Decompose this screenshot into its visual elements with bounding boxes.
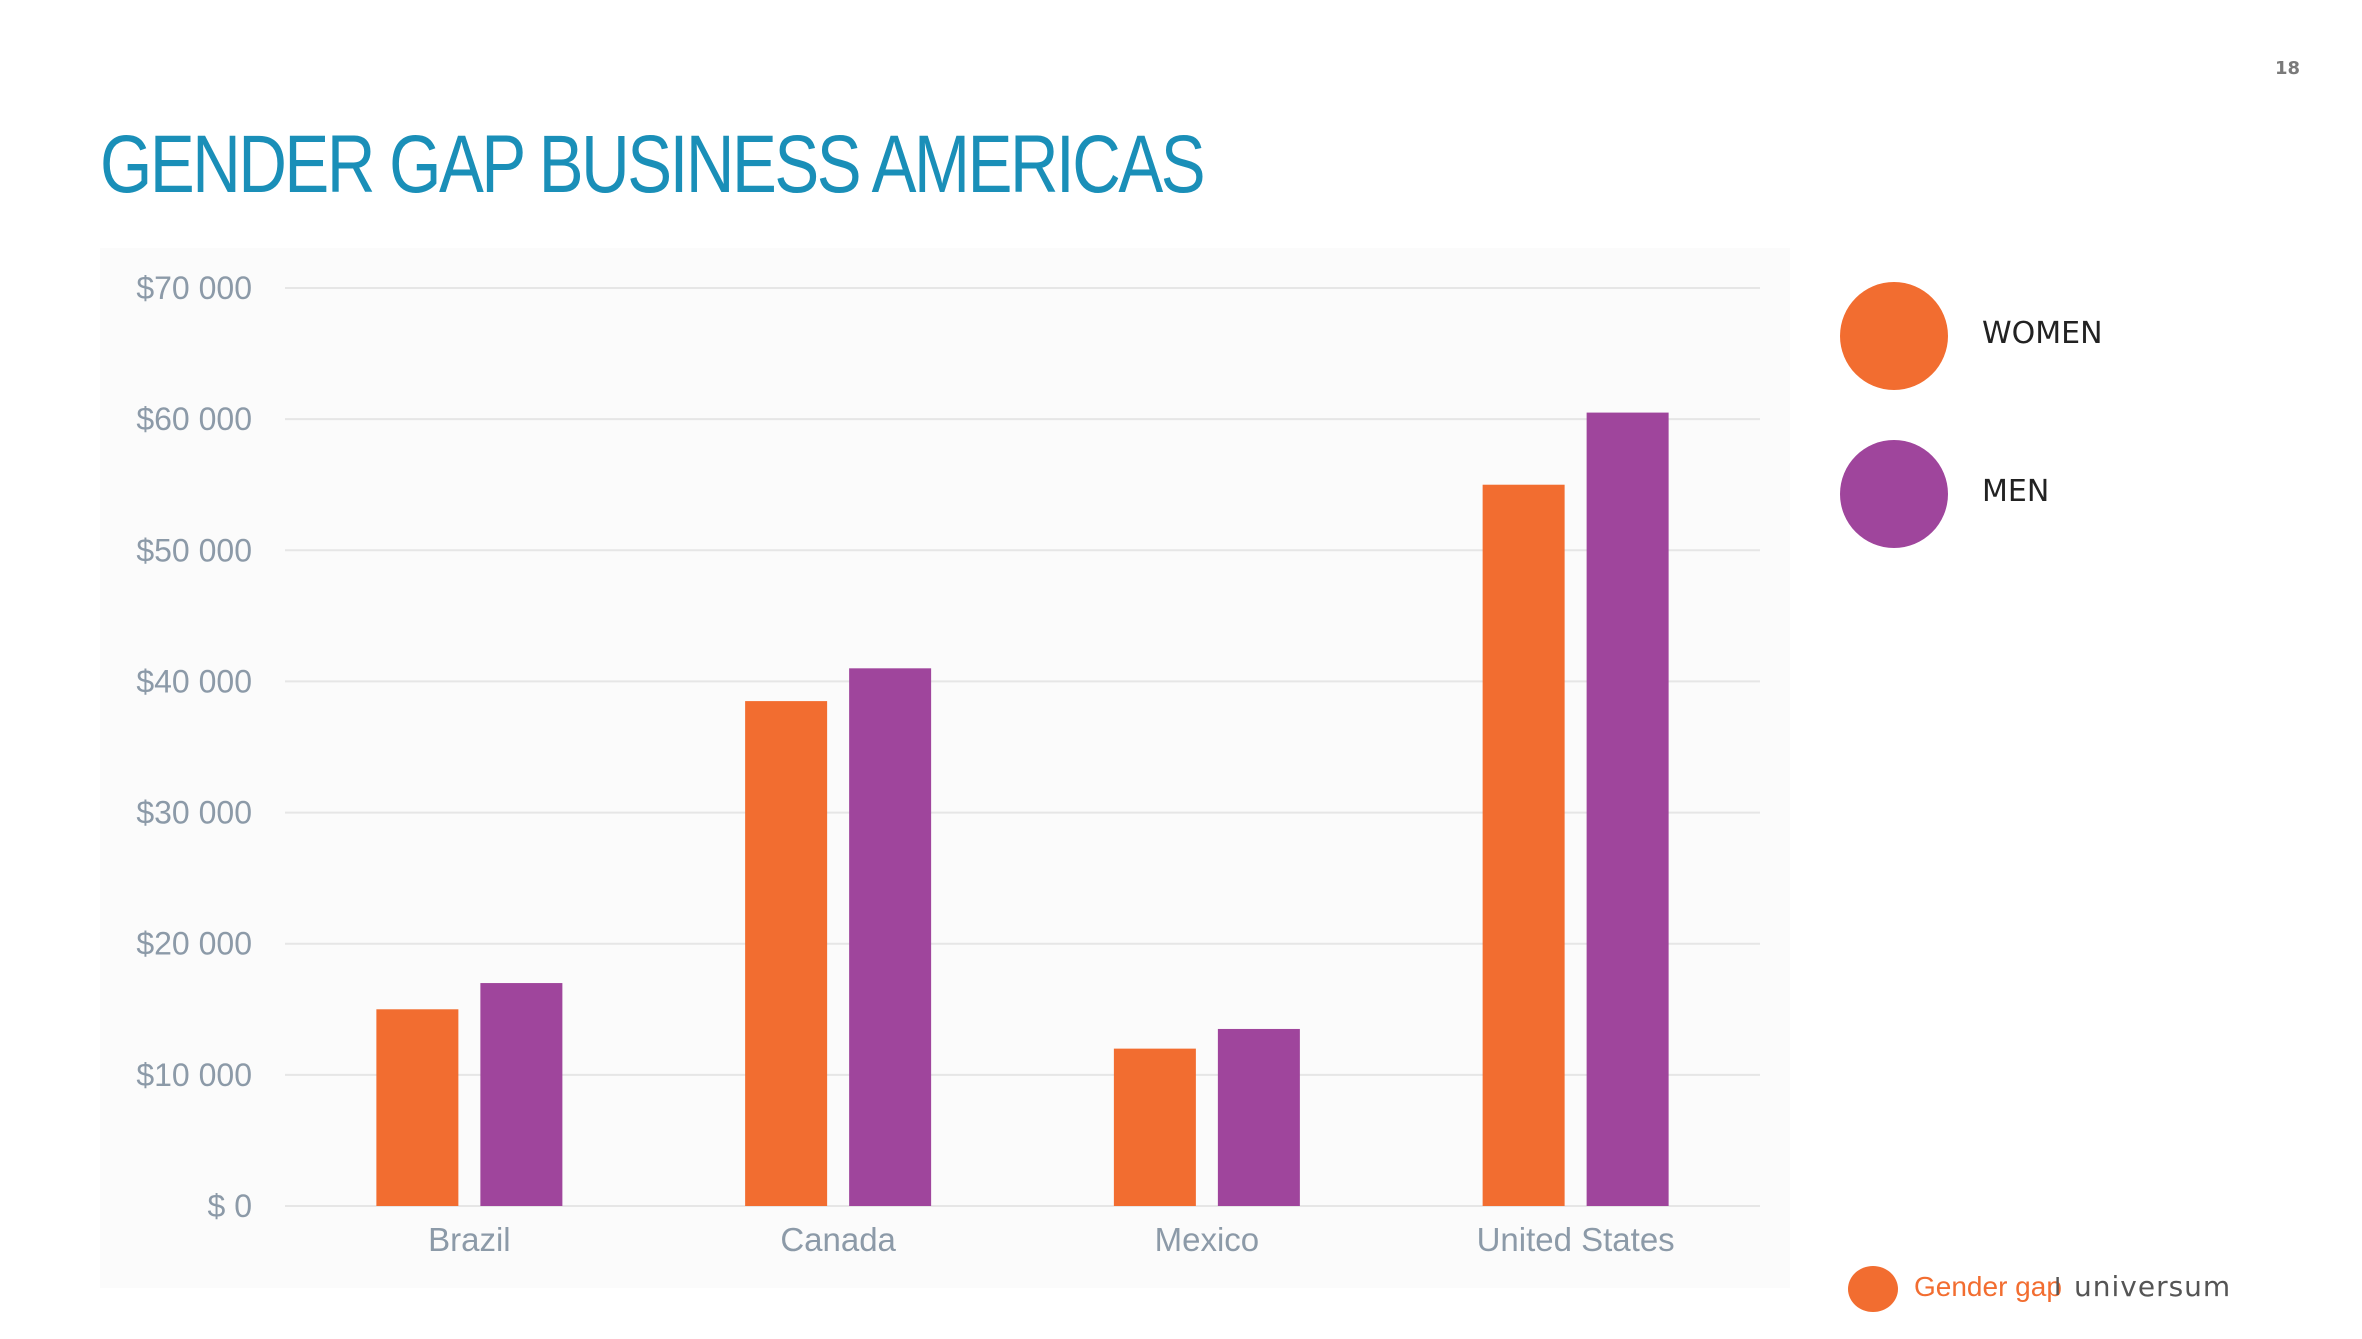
- x-tick-label: Brazil: [428, 1221, 511, 1258]
- legend-label-women: WOMEN: [1982, 316, 2103, 351]
- chart-canvas: $ 0 $10 000 $20 000 $30 000 $40 000 $50 000 $6…: [136, 270, 1760, 1258]
- bar-women-mexico: [1113, 1048, 1196, 1206]
- y-tick-label: $60 000: [136, 401, 252, 437]
- x-axis-ticks: Brazil Canada Mexico United States: [428, 1221, 1675, 1258]
- page-number: 18: [2274, 58, 2300, 79]
- legend-swatch-men: [1840, 440, 1948, 548]
- y-tick-label: $70 000: [136, 270, 252, 306]
- bar-men-brazil: [480, 983, 563, 1206]
- bar-men-mexico: [1217, 1028, 1300, 1206]
- footer-section-label: Gender gap: [1914, 1271, 2062, 1302]
- bar-chart: $ 0 $10 000 $20 000 $30 000 $40 000 $50 000 $6…: [100, 248, 1790, 1288]
- brand-logo: universum: [2074, 1270, 2232, 1303]
- x-tick-label: United States: [1477, 1221, 1675, 1258]
- slide-title: GENDER GAP BUSINESS AMERICAS: [100, 119, 1206, 210]
- y-tick-label: $40 000: [136, 663, 252, 699]
- x-tick-label: Canada: [780, 1221, 896, 1258]
- y-tick-label: $50 000: [136, 532, 252, 568]
- y-tick-label: $10 000: [136, 1057, 252, 1093]
- y-tick-label: $20 000: [136, 926, 252, 962]
- y-tick-label: $30 000: [136, 795, 252, 831]
- footer-separator: I: [2054, 1271, 2062, 1301]
- legend-swatch-women: [1840, 282, 1948, 390]
- bar-women-united-states: [1482, 484, 1565, 1206]
- x-tick-label: Mexico: [1155, 1221, 1260, 1258]
- bar-women-canada: [745, 701, 828, 1206]
- bar-women-brazil: [376, 1009, 459, 1206]
- y-axis-ticks: $ 0 $10 000 $20 000 $30 000 $40 000 $50 000 $6…: [136, 270, 252, 1224]
- bar-men-united-states: [1586, 412, 1669, 1206]
- bar-men-canada: [849, 668, 932, 1206]
- y-tick-label: $ 0: [208, 1188, 252, 1224]
- legend-label-men: MEN: [1982, 474, 2050, 509]
- bars: [376, 412, 1669, 1206]
- footer: Gender gap I universum: [1848, 1262, 2268, 1312]
- footer-dot-icon: [1848, 1266, 1898, 1312]
